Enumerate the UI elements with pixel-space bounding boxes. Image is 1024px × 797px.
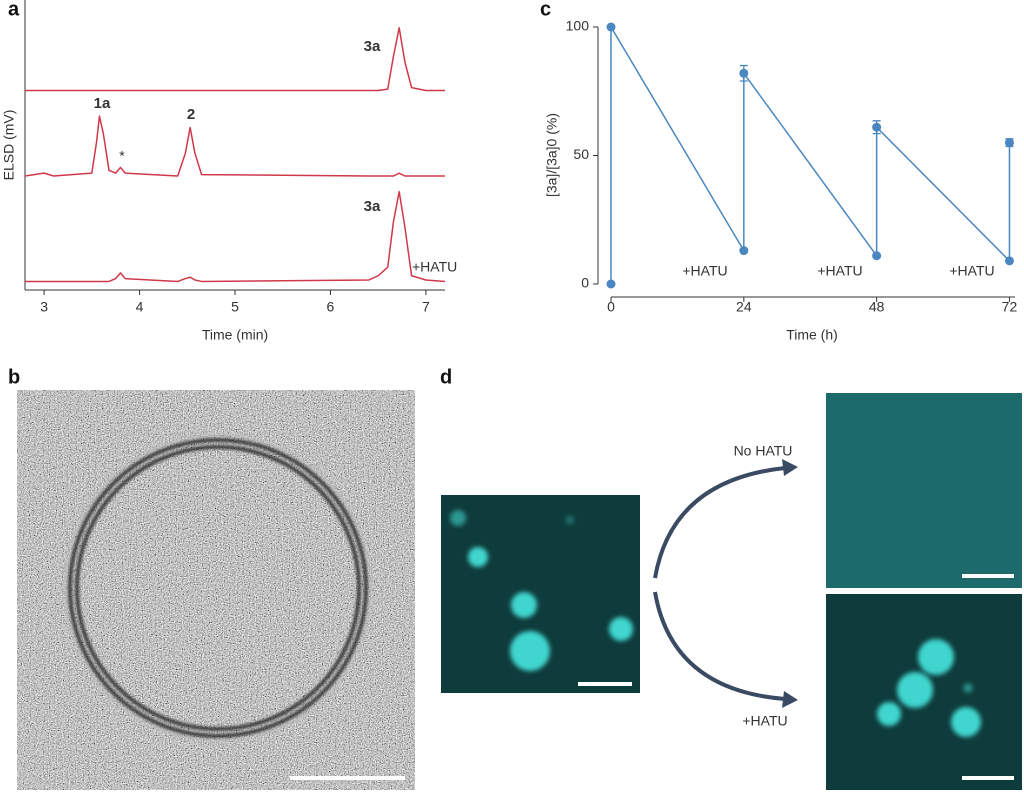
arrow-head: [782, 691, 798, 708]
arrow-label: +HATU: [742, 713, 787, 729]
annotation: +HATU: [817, 263, 862, 279]
panel-label: c: [540, 0, 551, 20]
data-point: [872, 122, 882, 132]
x-tick-label: 4: [136, 299, 144, 315]
annotation: +HATU: [949, 263, 994, 279]
annotation: *: [119, 148, 125, 164]
annotation: +HATU: [682, 263, 727, 279]
annotation: 1a: [94, 95, 111, 112]
x-axis-label: Time (min): [202, 327, 268, 343]
x-tick-label: 7: [422, 299, 430, 315]
data-point: [1004, 256, 1014, 266]
y-axis-label: [3a]/[3a]0 (%): [544, 113, 560, 197]
x-axis-label: Time (h): [786, 327, 838, 343]
x-tick-label: 0: [607, 299, 615, 315]
annotation: 2: [187, 106, 195, 123]
arrows: [653, 466, 786, 701]
x-tick-label: 72: [1002, 299, 1018, 315]
arrow-head: [782, 459, 798, 476]
fluorescence-image: [826, 594, 1022, 790]
panel-label: b: [8, 366, 20, 388]
data-point: [606, 22, 616, 32]
x-tick-label: 48: [869, 299, 885, 315]
annotation: 3a: [364, 198, 381, 215]
annotation: +HATU: [412, 259, 457, 275]
data-point: [872, 251, 882, 261]
x-tick-label: 5: [231, 299, 239, 315]
fluorescence-image: [826, 393, 1022, 588]
panel-label: d: [440, 366, 452, 388]
data-line: [24, 115, 445, 177]
y-tick-label: 0: [581, 275, 589, 291]
x-tick-label: 6: [327, 299, 335, 315]
data-line: [610, 26, 1011, 284]
y-axis-label: ELSD (mV): [1, 110, 17, 181]
arrow-label: No HATU: [734, 443, 793, 459]
data-line: [25, 27, 445, 92]
fluorescence-image: [441, 495, 640, 693]
y-tick-label: 50: [573, 146, 589, 162]
data-point: [739, 68, 749, 78]
panel-label: a: [8, 0, 20, 20]
data-line: [25, 190, 446, 283]
annotation: 3a: [364, 38, 381, 55]
data-point: [739, 246, 749, 256]
tem-image: [17, 390, 415, 790]
data-point: [606, 279, 616, 289]
y-tick-label: 100: [566, 18, 590, 34]
data-point: [1004, 138, 1014, 148]
x-tick-label: 24: [736, 299, 752, 315]
x-tick-label: 3: [40, 299, 48, 315]
